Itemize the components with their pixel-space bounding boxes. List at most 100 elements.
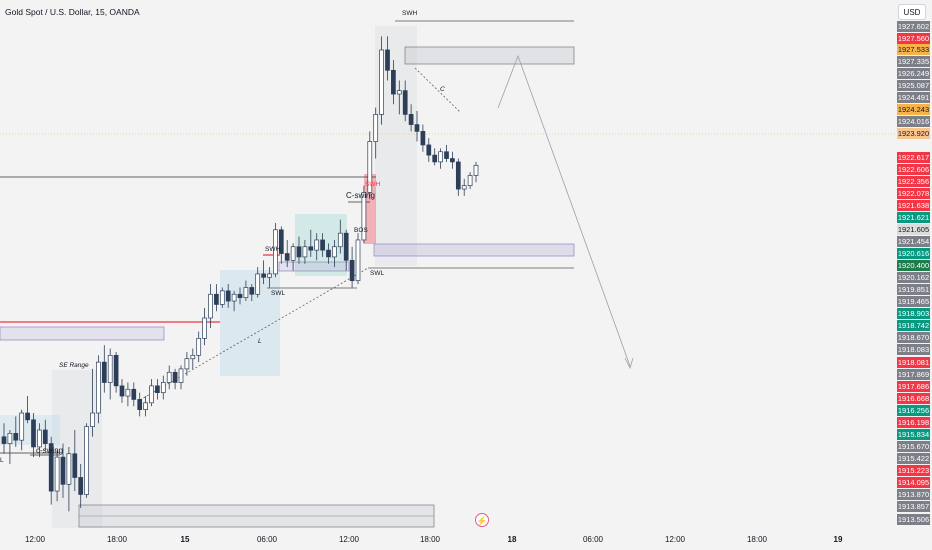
price-label-30: 1916.668 bbox=[897, 393, 930, 404]
candle-body bbox=[261, 273, 266, 278]
se-range-label: SE Range bbox=[59, 362, 89, 369]
time-tick-10: 19 bbox=[833, 535, 843, 544]
price-label-19: 1920.400 bbox=[897, 260, 930, 271]
candle-body bbox=[196, 338, 202, 356]
swh-top-label: SWH bbox=[402, 10, 418, 17]
candle-body bbox=[31, 419, 36, 448]
price-label-0: 1927.602 bbox=[897, 21, 930, 32]
zone-layer bbox=[0, 26, 575, 528]
candle-body bbox=[343, 232, 349, 261]
candle-body bbox=[231, 293, 237, 302]
dotted-c-line bbox=[414, 67, 461, 113]
price-label-15: 1921.621 bbox=[897, 212, 930, 223]
candle-body bbox=[184, 358, 190, 370]
swl-mid-label: SWL bbox=[271, 290, 286, 297]
price-label-11: 1922.606 bbox=[897, 164, 930, 175]
candle-body bbox=[379, 49, 384, 115]
candle-body bbox=[119, 385, 125, 397]
swl-right-label: SWL bbox=[370, 270, 385, 277]
candle-body bbox=[60, 456, 66, 485]
candle-body bbox=[385, 49, 390, 71]
candle-body bbox=[214, 293, 219, 305]
candle-body bbox=[84, 426, 89, 495]
price-label-14: 1921.638 bbox=[897, 200, 930, 211]
price-label-4: 1926.249 bbox=[897, 68, 930, 79]
time-tick-9: 18:00 bbox=[746, 535, 768, 544]
price-label-27: 1918.081 bbox=[897, 357, 930, 368]
candle-body bbox=[426, 144, 432, 156]
price-label-21: 1919.851 bbox=[897, 284, 930, 295]
candle-body bbox=[455, 161, 461, 190]
candle-body bbox=[137, 399, 143, 410]
candle-body bbox=[337, 232, 343, 248]
price-label-39: 1913.857 bbox=[897, 501, 930, 512]
time-axis[interactable]: 12:00 18:00 15 06:00 12:00 18:00 18 06:00 12:00 1… bbox=[0, 532, 895, 550]
candle-body bbox=[296, 246, 302, 258]
time-tick-2: 15 bbox=[180, 535, 190, 544]
time-tick-4: 12:00 bbox=[338, 535, 360, 544]
price-label-40: 1913.506 bbox=[897, 514, 930, 525]
candle-body bbox=[149, 385, 154, 404]
candle-body bbox=[90, 412, 95, 427]
candle-body bbox=[225, 290, 231, 302]
candle-body bbox=[308, 246, 314, 251]
candle-body bbox=[302, 246, 308, 258]
price-label-17: 1921.454 bbox=[897, 236, 930, 247]
candle-body bbox=[72, 453, 78, 478]
candle-body bbox=[278, 229, 284, 254]
candle-body bbox=[7, 433, 13, 444]
top-gray-zone bbox=[404, 46, 575, 65]
price-label-22: 1919.465 bbox=[897, 296, 930, 307]
candle-body bbox=[391, 69, 396, 95]
time-tick-3: 06:00 bbox=[256, 535, 278, 544]
blue-range-zone bbox=[220, 270, 280, 376]
price-label-18: 1920.616 bbox=[897, 248, 930, 259]
se-range-zone bbox=[52, 370, 102, 528]
level-lines bbox=[0, 20, 895, 517]
candle-body bbox=[125, 388, 131, 397]
candle-body bbox=[178, 368, 184, 383]
candles-layer bbox=[1, 36, 479, 512]
candle-body bbox=[320, 239, 325, 251]
candle-body bbox=[155, 385, 160, 394]
price-label-36: 1915.223 bbox=[897, 465, 930, 476]
candle-body bbox=[432, 154, 438, 163]
candle-body bbox=[166, 371, 172, 383]
candle-body bbox=[54, 456, 60, 492]
price-label-5: 1925.087 bbox=[897, 80, 930, 91]
candle-body bbox=[113, 354, 119, 387]
symbol-title[interactable]: Gold Spot / U.S. Dollar, 15, OANDA bbox=[5, 7, 140, 17]
candle-body bbox=[467, 175, 473, 187]
price-label-34: 1915.670 bbox=[897, 441, 930, 452]
candle-body bbox=[461, 185, 467, 190]
mid-purple-zone bbox=[278, 261, 350, 272]
price-label-23: 1918.903 bbox=[897, 308, 930, 319]
price-label-31: 1916.256 bbox=[897, 405, 930, 416]
projection-arrowhead bbox=[624, 357, 634, 370]
price-label-1: 1927.560 bbox=[897, 33, 930, 44]
candle-body bbox=[473, 164, 479, 176]
left-purple-zone bbox=[0, 326, 165, 341]
candle-body bbox=[408, 114, 414, 125]
price-axis[interactable]: 1927.602 1927.560 1927.533 1927.335 1926.249… bbox=[895, 0, 932, 532]
candle-body bbox=[273, 229, 278, 275]
candle-body bbox=[160, 382, 166, 394]
swh-red-label: SWH bbox=[365, 181, 381, 188]
candle-body bbox=[25, 412, 30, 421]
candle-body bbox=[19, 412, 25, 441]
price-label-6: 1924.491 bbox=[897, 92, 930, 103]
candle-body bbox=[13, 433, 19, 441]
candle-body bbox=[284, 253, 290, 261]
lightning-icon[interactable]: ⚡ bbox=[475, 513, 489, 527]
candle-body bbox=[355, 239, 361, 282]
candle-body bbox=[42, 429, 48, 444]
candle-body bbox=[361, 192, 367, 241]
candle-body bbox=[48, 443, 54, 492]
candle-body bbox=[1, 436, 7, 444]
currency-button[interactable]: USD bbox=[898, 4, 926, 20]
candle-body bbox=[414, 124, 420, 132]
candle-body bbox=[396, 90, 402, 95]
price-label-8: 1924.016 bbox=[897, 116, 930, 127]
time-tick-5: 18:00 bbox=[419, 535, 441, 544]
